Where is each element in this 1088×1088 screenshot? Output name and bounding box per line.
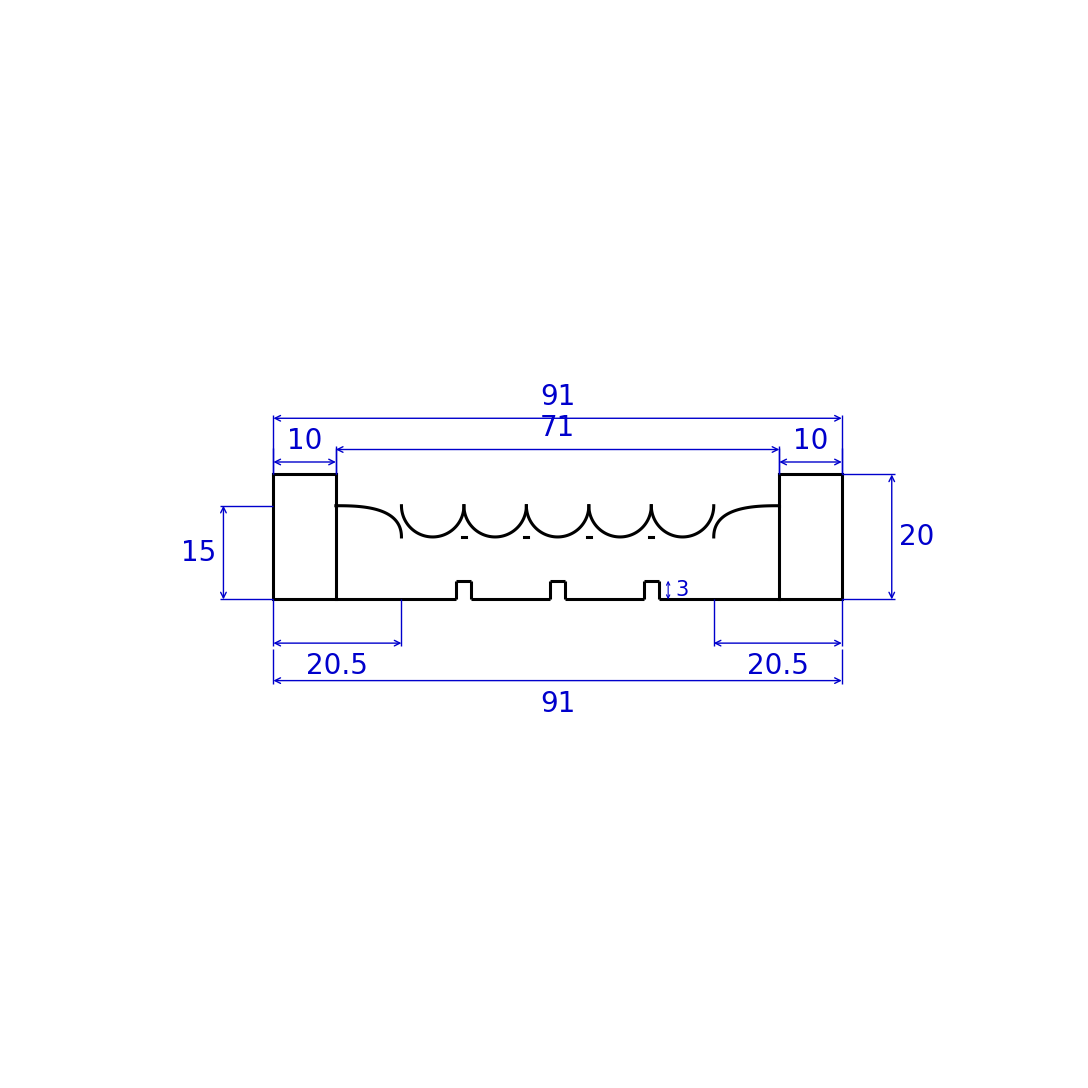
Text: 15: 15 [181, 539, 215, 567]
Text: 10: 10 [793, 426, 828, 455]
Text: 71: 71 [540, 415, 576, 442]
Text: 20.5: 20.5 [746, 653, 808, 680]
Text: 20: 20 [900, 523, 935, 551]
Text: 10: 10 [287, 426, 322, 455]
Text: 91: 91 [540, 383, 576, 411]
Text: 91: 91 [540, 690, 576, 718]
Text: 3: 3 [676, 580, 689, 601]
Text: 20.5: 20.5 [307, 653, 369, 680]
